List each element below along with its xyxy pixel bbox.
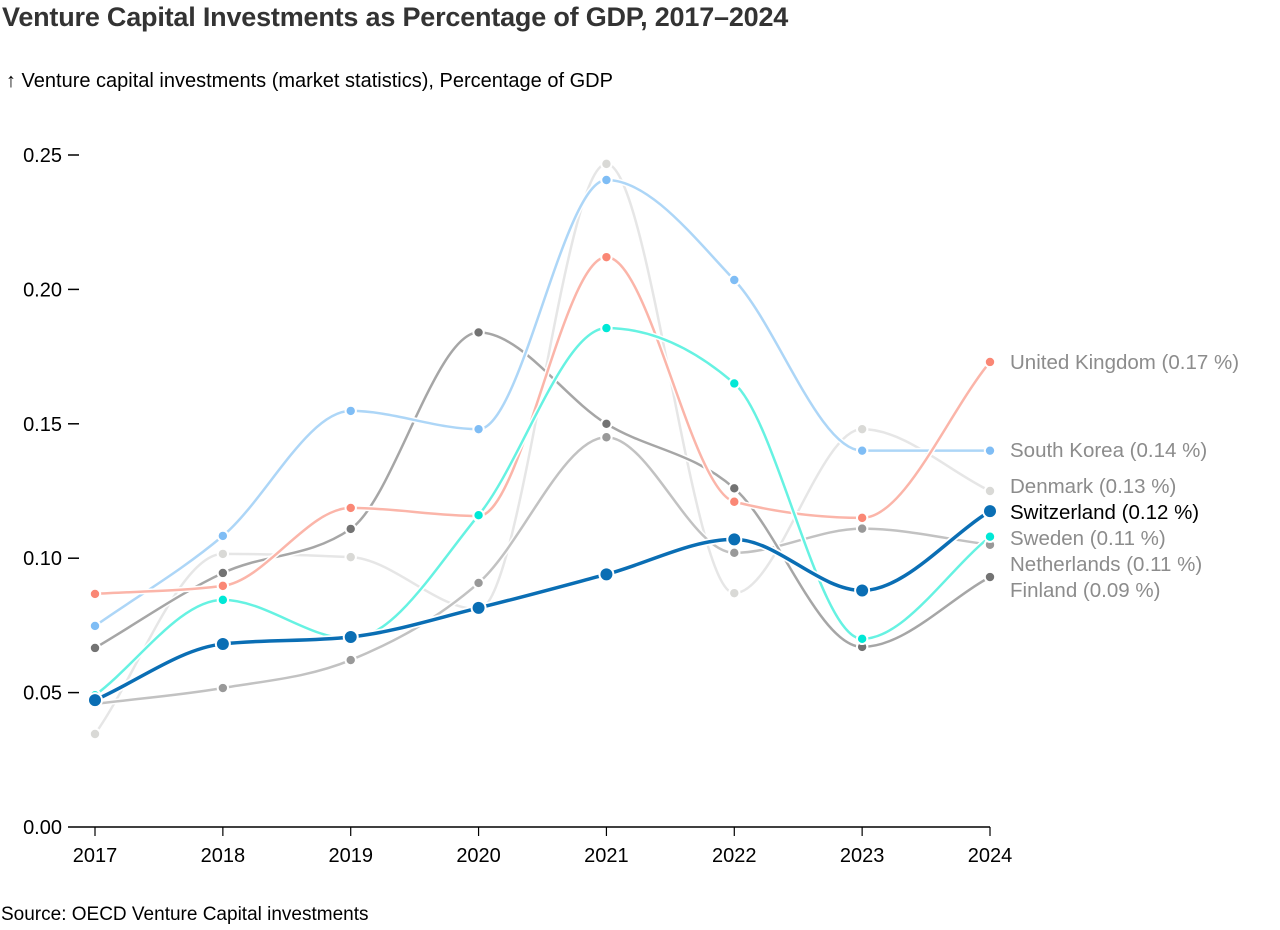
x-tick-label: 2020 (456, 845, 501, 867)
data-point (88, 587, 102, 601)
data-point (216, 566, 230, 580)
data-point (855, 632, 869, 646)
data-point (344, 404, 357, 418)
legend-label-sweden: Sweden (0.11 %) (1010, 527, 1166, 550)
y-axis-label: ↑ Venture capital investments (market st… (6, 70, 613, 92)
data-point (728, 495, 741, 508)
series-line-finland (93, 331, 992, 650)
data-point (216, 593, 230, 607)
series-netherlands (93, 434, 992, 707)
x-tick-label: 2023 (840, 845, 885, 867)
data-point (342, 628, 359, 645)
y-tick-label: 0.05 (23, 683, 62, 705)
x-tick-label: 2022 (712, 845, 757, 867)
data-point (216, 579, 230, 593)
data-point (855, 444, 869, 457)
data-point (728, 377, 741, 390)
data-point (600, 321, 613, 335)
series-line-switzerland (93, 509, 992, 702)
data-point (728, 482, 741, 495)
data-point (344, 550, 357, 564)
chart-title: Venture Capital Investments as Percentag… (2, 2, 789, 32)
data-point (472, 326, 485, 339)
x-tick-label: 2024 (968, 845, 1013, 867)
data-point (600, 431, 613, 444)
x-tick-label: 2019 (328, 845, 373, 867)
data-point (88, 641, 102, 655)
data-point (983, 484, 997, 498)
y-tick-label: 0.20 (23, 279, 62, 301)
data-point (344, 501, 357, 515)
series-halo (93, 508, 992, 704)
data-point (728, 586, 741, 600)
data-point (600, 417, 613, 430)
data-point (855, 422, 869, 436)
data-point (983, 355, 997, 369)
series-switzerland (93, 508, 992, 704)
points-switzerland (87, 503, 998, 709)
data-point (472, 508, 485, 522)
legend-label-netherlands: Netherlands (0.11 %) (1010, 553, 1202, 576)
data-point (214, 635, 231, 652)
series-line-sweden (93, 326, 992, 697)
series-denmark (92, 161, 992, 736)
data-point (598, 566, 615, 583)
points-finland (88, 326, 997, 655)
data-point (88, 727, 102, 741)
series-sweden (93, 325, 992, 698)
legend: Denmark (0.13 %) Netherlands (0.11 %) Finl… (1010, 351, 1239, 602)
data-point (728, 273, 741, 287)
data-point (472, 576, 485, 590)
legend-label-denmark: Denmark (0.13 %) (1010, 475, 1176, 498)
x-tick-label: 2017 (73, 845, 118, 867)
series-south-korea (93, 177, 992, 629)
data-point (983, 570, 997, 584)
series-line-netherlands (93, 435, 992, 706)
series-line-united-kingdom (93, 255, 992, 596)
data-point (728, 546, 741, 560)
y-tick-label: 0.15 (23, 414, 62, 436)
data-point (344, 522, 357, 536)
source-note: Source: OECD Venture Capital investments (1, 904, 369, 925)
data-point (216, 547, 230, 561)
series-line-denmark (93, 162, 992, 736)
data-point (854, 582, 871, 599)
series-finland (93, 329, 992, 651)
data-point (88, 619, 102, 633)
legend-label-switzerland: Switzerland (0.12 %) (1010, 501, 1199, 524)
points-south-korea (88, 173, 997, 633)
data-point (87, 692, 103, 709)
data-point (982, 503, 998, 520)
legend-label-south-korea: South Korea (0.14 %) (1010, 439, 1207, 462)
data-point (216, 681, 230, 695)
x-tick-label: 2021 (584, 845, 629, 867)
data-point (983, 530, 997, 543)
data-point (600, 157, 613, 171)
legend-label-finland: Finland (0.09 %) (1010, 579, 1160, 602)
data-point (472, 422, 485, 436)
data-point (470, 599, 487, 616)
data-point (216, 529, 230, 543)
data-point (855, 522, 869, 535)
data-point (344, 653, 357, 667)
data-point (600, 250, 613, 264)
series-points (87, 157, 998, 741)
axes: 2017 2018 2019 2020 2021 2022 2023 2024 0.00 0.05… (23, 145, 1012, 867)
data-point (983, 444, 997, 457)
x-tick-label: 2018 (201, 845, 246, 867)
y-tick-label: 0.25 (23, 145, 62, 167)
y-tick-label: 0.00 (23, 817, 62, 839)
y-tick-label: 0.10 (23, 548, 62, 570)
series-line-south-korea (93, 178, 992, 628)
data-point (855, 511, 869, 525)
data-point (600, 173, 613, 187)
data-point (726, 531, 743, 548)
legend-label-united-kingdom: United Kingdom (0.17 %) (1010, 351, 1239, 374)
series-united-kingdom (93, 254, 993, 597)
